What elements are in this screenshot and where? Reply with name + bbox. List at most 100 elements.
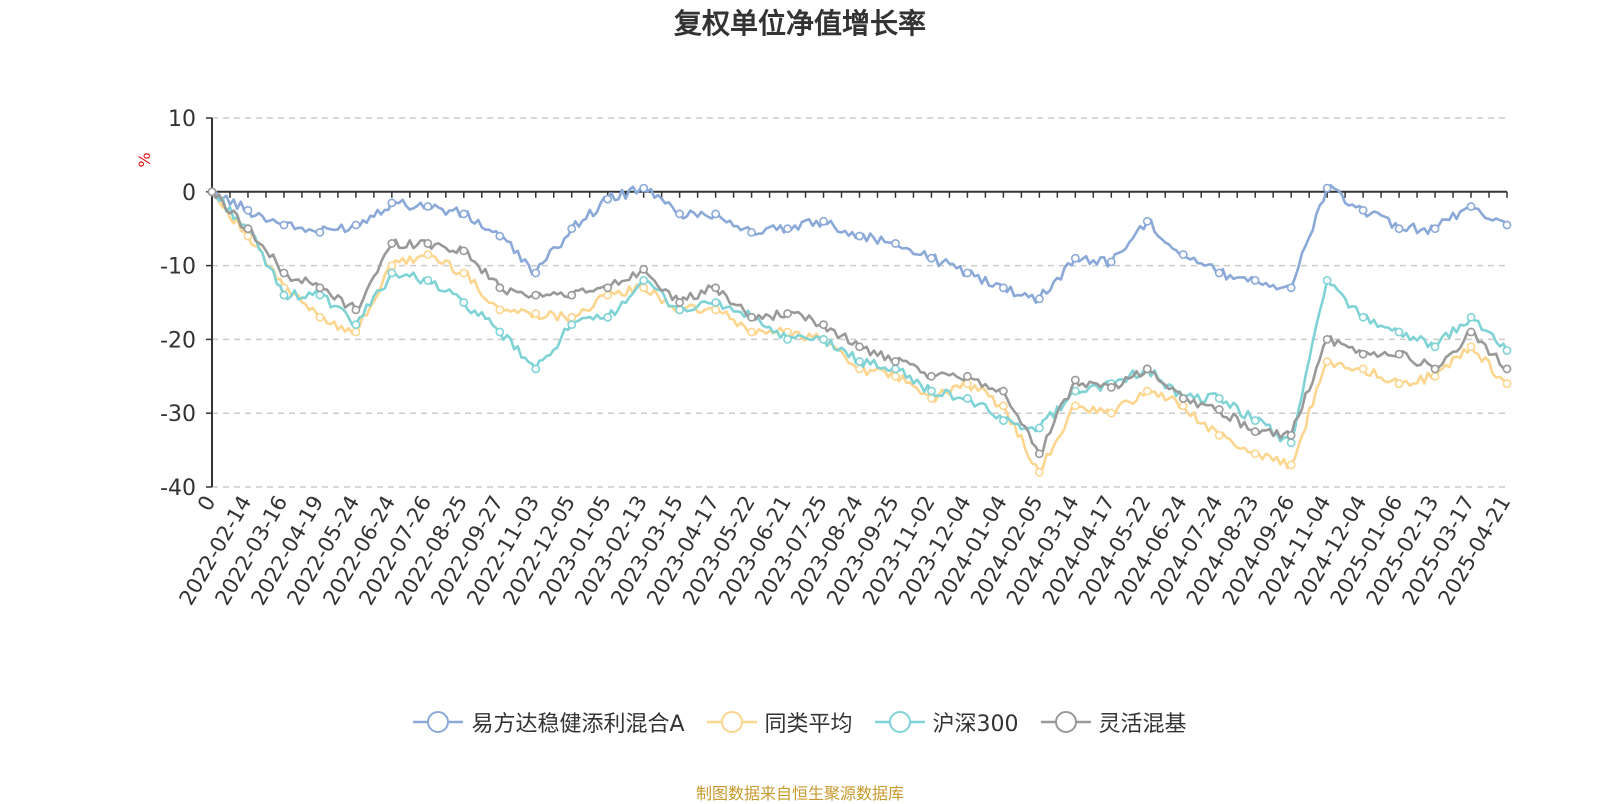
data-point [1070, 401, 1080, 411]
data-point [1322, 357, 1332, 366]
data-point [1502, 346, 1512, 355]
data-point [891, 371, 900, 381]
data-point [351, 305, 361, 315]
data-point [711, 298, 721, 307]
data-point [1142, 216, 1152, 226]
data-point [927, 371, 936, 381]
data-point [1466, 327, 1476, 337]
data-point [243, 224, 253, 234]
data-point [891, 364, 900, 374]
data-point [891, 357, 900, 366]
data-point [927, 253, 936, 263]
data-point [315, 283, 325, 293]
data-point [747, 327, 756, 337]
data-point [1430, 371, 1440, 381]
y-axis-unit-label: % [135, 152, 154, 167]
data-point [1034, 294, 1044, 304]
data-point [1502, 364, 1512, 374]
data-point [459, 268, 469, 278]
data-point [1430, 224, 1440, 234]
data-point [459, 246, 469, 256]
data-point [1070, 386, 1080, 396]
data-point [423, 239, 433, 248]
data-point [783, 334, 792, 344]
data-point [1322, 275, 1332, 285]
data-point [1430, 342, 1440, 352]
data-point [567, 320, 577, 330]
legend-item-2[interactable]: 同类平均 [706, 706, 853, 738]
data-point [315, 290, 325, 300]
data-point [819, 320, 828, 330]
data-point [711, 209, 721, 219]
data-point [1466, 342, 1476, 352]
data-point [1358, 349, 1368, 359]
data-point [495, 283, 505, 293]
data-point [567, 224, 577, 234]
data-point [1214, 394, 1224, 403]
data-point [1214, 405, 1224, 414]
y-tick-label: -40 [160, 476, 196, 501]
data-point [279, 268, 289, 278]
tick-label-layer: 100-10-20-30-4002022-02-142022-03-162022… [160, 107, 1515, 609]
data-point [998, 283, 1008, 293]
data-point [1070, 253, 1080, 263]
data-point [1250, 427, 1260, 437]
data-point [711, 305, 721, 315]
grid-layer [212, 117, 1507, 488]
data-point [1034, 423, 1044, 433]
data-point [567, 290, 577, 300]
data-point [387, 198, 397, 208]
data-point [1358, 312, 1368, 322]
legend-label: 沪深300 [932, 712, 1019, 737]
data-point [531, 364, 541, 374]
data-point [1106, 408, 1116, 418]
data-point [1178, 250, 1188, 259]
legend: 易方达稳健添利混合A 同类平均 沪深300 灵活混基 [0, 706, 1600, 738]
data-point [243, 205, 253, 215]
data-point [1250, 416, 1260, 425]
data-point [639, 183, 649, 193]
data-point [855, 231, 864, 241]
data-point [1394, 224, 1404, 234]
data-point [1394, 349, 1404, 359]
legend-item-3[interactable]: 沪深300 [874, 706, 1019, 738]
y-tick-label: 10 [168, 107, 196, 132]
data-point [1358, 205, 1368, 215]
legend-item-4[interactable]: 灵活混基 [1040, 706, 1187, 738]
legend-swatch-icon [1040, 711, 1091, 733]
data-point [603, 312, 613, 322]
data-point [1034, 467, 1044, 477]
data-point [207, 187, 217, 197]
data-point [891, 239, 900, 248]
data-point [1178, 394, 1188, 403]
data-point [603, 290, 613, 300]
legend-label: 同类平均 [764, 712, 853, 737]
chart-title: 复权单位净值增长率 [673, 7, 926, 40]
data-point [1142, 364, 1152, 374]
legend-item-1[interactable]: 易方达稳健添利混合A [413, 706, 685, 738]
data-point [495, 327, 505, 337]
data-point [1142, 386, 1152, 396]
data-point [783, 309, 792, 318]
data-point [351, 220, 361, 230]
data-point [1034, 449, 1044, 459]
data-point [819, 334, 828, 344]
data-point [1286, 283, 1296, 293]
data-point [927, 386, 936, 396]
series-line-1 [211, 183, 1508, 304]
data-point [1250, 449, 1260, 459]
data-point [495, 305, 505, 315]
axis-layer [206, 117, 1508, 488]
data-point [531, 268, 541, 278]
data-point [1214, 430, 1224, 440]
data-point [423, 202, 433, 211]
data-point [1394, 379, 1404, 389]
data-point [423, 250, 433, 259]
legend-label: 易方达稳健添利混合A [471, 712, 685, 737]
data-point [1322, 183, 1332, 193]
data-point [1502, 220, 1512, 230]
data-source-footer: 制图数据来自恒生聚源数据库 [695, 784, 904, 803]
data-point [998, 386, 1008, 396]
data-point [1322, 334, 1332, 344]
